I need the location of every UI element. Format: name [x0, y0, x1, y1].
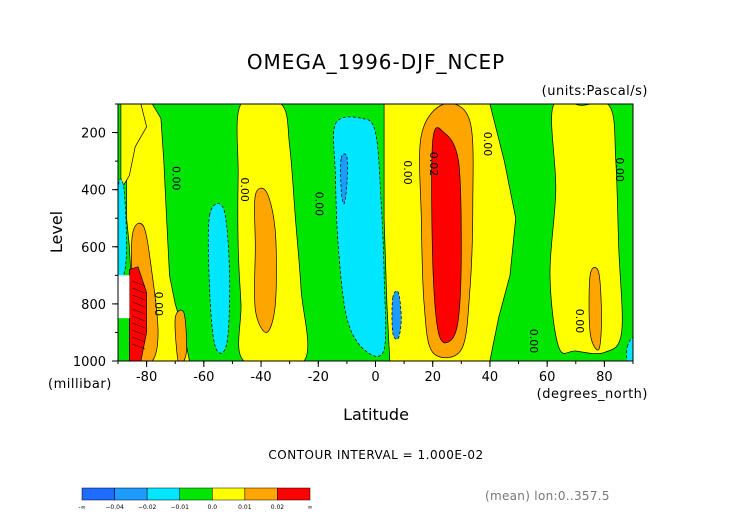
y-axis-label: Level [47, 211, 66, 253]
contour-label: 0.00 [573, 309, 586, 334]
tight-contour-line [132, 301, 146, 308]
colorbar-label: −0.02 [138, 504, 157, 511]
y-tick-label: 400 [81, 184, 106, 199]
contour-label: 0.00 [169, 166, 182, 191]
orange-sliver-south [174, 309, 188, 361]
x-axis: -80 -60 -40 -20 0 20 40 60 80 [117, 361, 634, 385]
x-tick-label: 80 [596, 370, 613, 385]
colorbar-swatch [212, 487, 246, 501]
tight-contour-line [132, 336, 146, 343]
contour-label: 0.00 [401, 160, 414, 185]
chart-title: OMEGA_1996-DJF_NCEP [247, 50, 505, 74]
colorbar-swatch [146, 487, 180, 501]
colorbar-swatch [114, 487, 148, 501]
x-tick-label: -60 [193, 370, 214, 385]
colorbar-label: ∞ [308, 504, 313, 511]
x-tick-label: 40 [482, 370, 499, 385]
contour-field: 0.00 0.00 0.00 0.00 0.02 0.00 0.00 0.00 0.00 0.00 [118, 104, 633, 361]
colorbar-label: −0.01 [171, 504, 190, 511]
tight-contour-line [132, 308, 146, 315]
orange-cell-north [588, 267, 602, 351]
tight-contour-line [132, 343, 146, 350]
contour-label: 0.00 [527, 329, 540, 354]
y-tick-label: 800 [81, 298, 106, 313]
x-tick-label: -40 [250, 370, 271, 385]
x-tick-label: 20 [424, 370, 441, 385]
negative-cell-midlat-south [207, 203, 231, 354]
negative-cell-edge-south [118, 178, 127, 288]
y-tick-label: 200 [81, 127, 106, 142]
units-label: (units:Pascal/s) [542, 84, 648, 99]
y-tick-label: 600 [81, 241, 106, 256]
colorbar-swatch [277, 487, 311, 501]
contour-label: 0.02 [427, 152, 440, 177]
x-tick-label: 60 [539, 370, 556, 385]
colorbar-swatch [81, 487, 115, 501]
colorbar-swatch [244, 487, 278, 501]
masked-terrain-notch [118, 275, 130, 319]
contour-label: 0.00 [152, 292, 165, 317]
y-units-label: (millibar) [48, 377, 112, 392]
contour-label: 0.00 [312, 192, 325, 217]
colorbar-label: -∞ [78, 504, 85, 511]
footer-note: (mean) lon:0..357.5 [485, 489, 610, 503]
contour-label: 0.00 [613, 157, 626, 182]
y-tick-label: 1000 [73, 355, 106, 370]
colorbar-label: 0.01 [238, 504, 252, 511]
colorbar-label: 0.02 [271, 504, 285, 511]
colorbar-swatch [179, 487, 213, 501]
negative-core-lower [391, 290, 402, 340]
colorbar: -∞ −0.04 −0.02 −0.01 0.0 0.01 0.02 ∞ [78, 487, 313, 511]
negative-core-upper [340, 153, 348, 205]
tight-contour-line [132, 294, 146, 301]
red-core-tropics [431, 127, 462, 344]
tight-contour-line [132, 329, 146, 336]
colorbar-label: 0.0 [208, 504, 218, 511]
orange-cell-midlat-south [254, 187, 277, 333]
x-tick-label: -20 [308, 370, 329, 385]
x-tick-label: 0 [371, 370, 379, 385]
x-units-label: (degrees_north) [537, 387, 648, 402]
y-axis: 200 400 600 800 1000 [73, 103, 118, 370]
contour-label: 0.00 [481, 132, 494, 157]
x-axis-label: Latitude [343, 405, 409, 424]
contour-label: 0.00 [238, 177, 251, 202]
tight-contour-line [132, 315, 146, 322]
positive-band-north [549, 104, 623, 354]
contour-interval-text: CONTOUR INTERVAL = 1.000E-02 [268, 448, 483, 462]
tight-contour-line [132, 322, 146, 329]
negative-cell-edge-north [626, 337, 633, 361]
tight-contour-line [132, 287, 146, 294]
x-tick-label: -80 [136, 370, 157, 385]
colorbar-label: −0.04 [105, 504, 124, 511]
tight-contour-line [132, 280, 146, 287]
